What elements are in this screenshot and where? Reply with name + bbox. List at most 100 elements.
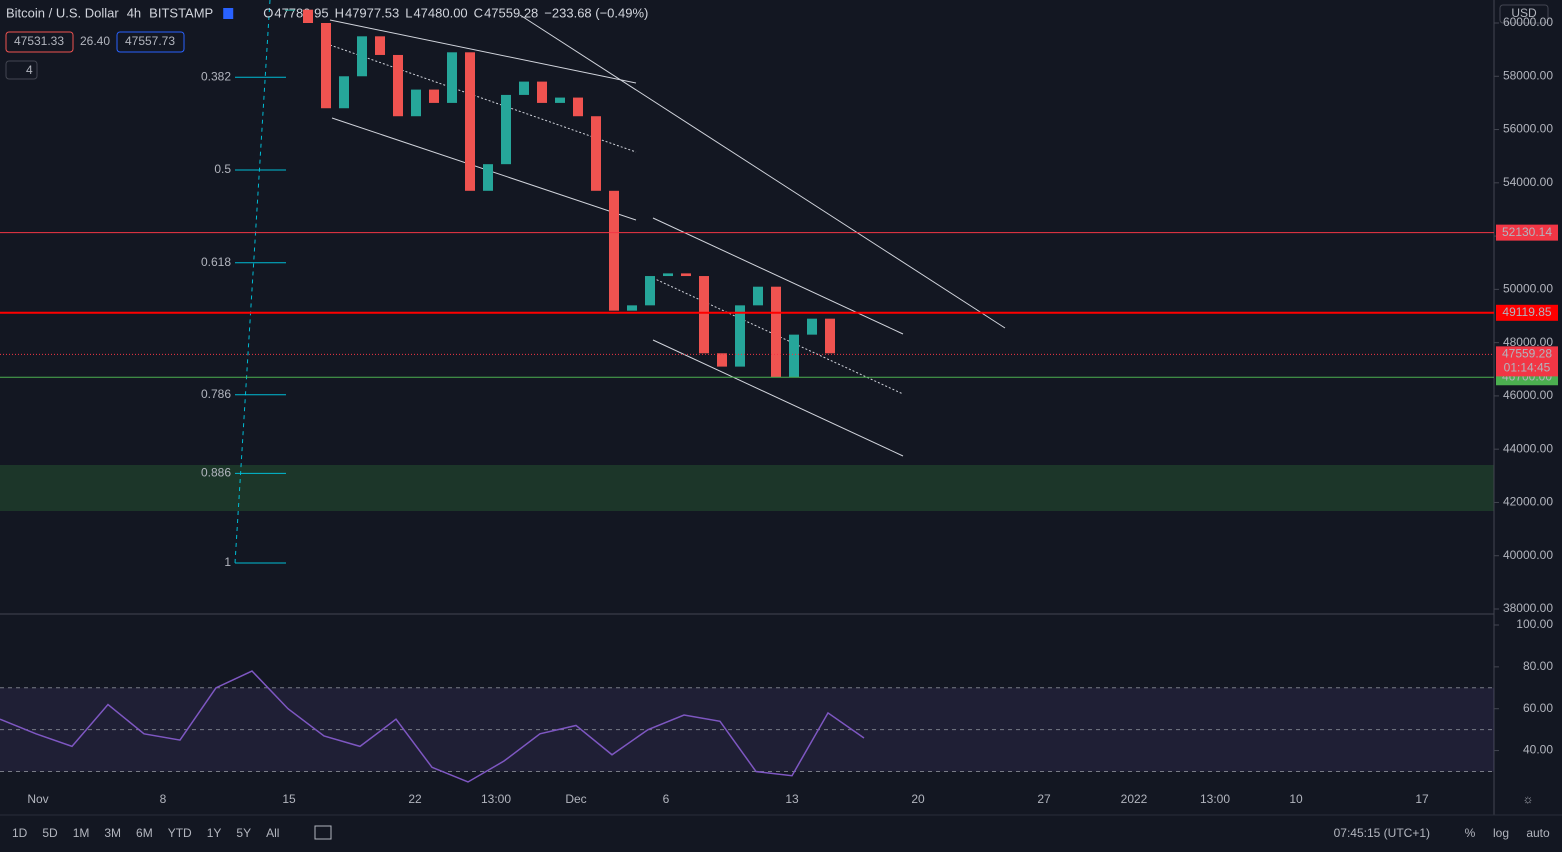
indicator-toggle[interactable] <box>5 60 38 80</box>
time-label: Nov <box>27 792 48 806</box>
scale-option[interactable]: % <box>1465 826 1476 840</box>
candle <box>285 9 295 11</box>
fib-label: 0.886 <box>201 466 231 480</box>
channel2-upper <box>652 217 904 335</box>
candle <box>501 94 511 165</box>
header-text: O <box>263 5 273 20</box>
candle <box>591 116 601 191</box>
scale-option[interactable]: log <box>1493 826 1509 840</box>
price-tag-label: 49119.85 <box>1502 305 1551 319</box>
rsi-tick-label: 80.00 <box>1523 659 1553 673</box>
range-button[interactable]: 6M <box>136 826 153 840</box>
time-label: 10 <box>1289 792 1303 806</box>
candle <box>681 273 691 277</box>
settings-icon[interactable]: ☼ <box>1523 792 1534 806</box>
header-text: −233.68 (−0.49%) <box>544 5 648 20</box>
candle <box>321 23 331 109</box>
fib-trend <box>234 0 271 564</box>
candle <box>447 52 457 103</box>
candle <box>375 36 385 55</box>
header-text: C <box>474 5 483 20</box>
time-label: 15 <box>282 792 296 806</box>
currency[interactable]: USD <box>1511 6 1537 20</box>
header-text: 47780.95 <box>274 5 328 20</box>
rsi-tick-label: 40.00 <box>1523 743 1553 757</box>
countdown: 01:14:45 <box>1504 361 1551 375</box>
fib-label: 1 <box>224 555 231 569</box>
range-button[interactable]: 1M <box>73 826 90 840</box>
candle <box>699 276 709 354</box>
rsi-line <box>0 670 865 783</box>
candle <box>465 52 475 191</box>
candle <box>735 305 745 367</box>
range-button[interactable]: 3M <box>104 826 121 840</box>
rsi-tick-label: 100.00 <box>1516 617 1553 631</box>
candle <box>555 97 565 103</box>
range-button[interactable]: YTD <box>168 826 192 840</box>
candle <box>519 81 529 95</box>
bid-box <box>5 31 74 53</box>
candle <box>393 54 403 117</box>
price-tick-label: 40000.00 <box>1503 548 1553 562</box>
candle <box>807 318 817 335</box>
range-button[interactable]: 1D <box>12 826 28 840</box>
candle <box>483 164 493 191</box>
time-label: 2022 <box>1121 792 1148 806</box>
date-range-icon[interactable] <box>314 825 332 840</box>
candle <box>717 353 727 367</box>
range-button[interactable]: 5Y <box>236 826 251 840</box>
time-label: 27 <box>1037 792 1051 806</box>
price-tag-label: 52130.14 <box>1502 225 1552 239</box>
last-price-tag <box>1496 346 1558 377</box>
candle <box>645 276 655 306</box>
time-label: 13:00 <box>481 792 511 806</box>
indicator-count[interactable]: 4 <box>26 63 33 77</box>
header-text: 47977.53 <box>345 5 399 20</box>
price-tick-label: 56000.00 <box>1503 122 1553 136</box>
trend-lines <box>329 14 1006 457</box>
candle <box>789 334 799 378</box>
ask-box <box>116 31 185 53</box>
candle <box>663 273 673 277</box>
header-text: H <box>335 5 344 20</box>
candle <box>537 81 547 103</box>
last-price-label: 47559.28 <box>1502 347 1552 361</box>
demand-zone <box>0 465 1494 511</box>
channel2-lower <box>652 339 904 457</box>
price-tag <box>1496 224 1558 241</box>
range-button[interactable]: 5D <box>42 826 58 840</box>
price-tick-label: 58000.00 <box>1503 68 1553 82</box>
price-tag <box>1496 304 1558 321</box>
currency-button[interactable] <box>1499 4 1549 24</box>
range-button[interactable]: 1Y <box>207 826 222 840</box>
time-label: 13 <box>785 792 799 806</box>
fib-label: 0.382 <box>201 69 231 83</box>
fib-label: 0.786 <box>201 387 231 401</box>
candle <box>825 318 835 354</box>
header-text: 47559.28 <box>484 5 538 20</box>
candle <box>429 89 439 103</box>
candle <box>303 9 313 23</box>
time-label: 13:00 <box>1200 792 1230 806</box>
header-text: L <box>405 5 412 20</box>
price-tick-label: 48000.00 <box>1503 335 1553 349</box>
header-text: 47480.00 <box>413 5 467 20</box>
candle <box>627 305 637 311</box>
candle <box>753 286 763 306</box>
scale-option[interactable]: auto <box>1526 826 1550 840</box>
price-tick-label: 60000.00 <box>1503 15 1553 29</box>
candle <box>771 286 781 378</box>
flag-icon <box>223 8 234 19</box>
clock: 07:45:15 (UTC+1) <box>1334 826 1430 840</box>
spread: 26.40 <box>80 34 110 48</box>
candle <box>339 76 349 109</box>
price-tick-label: 54000.00 <box>1503 175 1553 189</box>
candle <box>411 89 421 117</box>
time-label: 17 <box>1415 792 1429 806</box>
channel-upper <box>329 19 637 84</box>
price-tick-label: 42000.00 <box>1503 495 1553 509</box>
time-label: 6 <box>663 792 670 806</box>
range-button[interactable]: All <box>266 826 279 840</box>
